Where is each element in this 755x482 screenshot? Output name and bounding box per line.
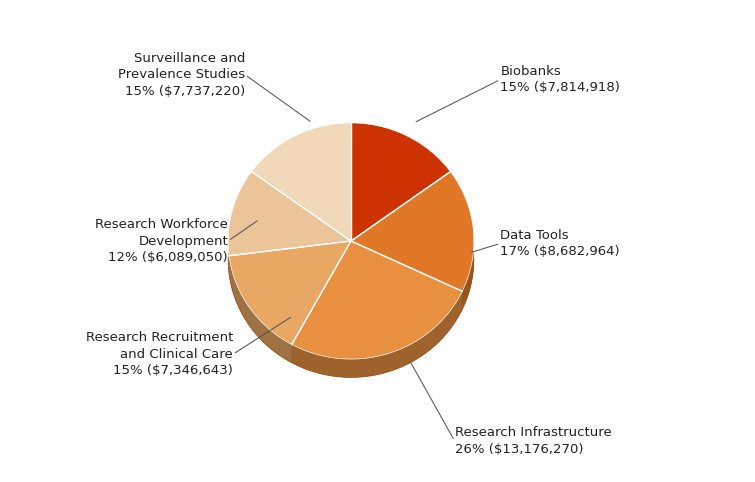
Polygon shape [351, 241, 462, 309]
Polygon shape [291, 241, 351, 363]
Polygon shape [351, 241, 462, 309]
Polygon shape [291, 241, 351, 363]
Polygon shape [291, 291, 462, 377]
Polygon shape [291, 241, 462, 359]
Polygon shape [251, 123, 351, 241]
Polygon shape [351, 172, 474, 291]
Text: Biobanks
15% ($7,814,918): Biobanks 15% ($7,814,918) [501, 65, 621, 94]
Polygon shape [229, 256, 291, 363]
Polygon shape [228, 241, 229, 274]
Polygon shape [462, 242, 474, 309]
Polygon shape [229, 241, 351, 274]
Text: Research Recruitment
and Clinical Care
15% ($7,346,643): Research Recruitment and Clinical Care 1… [85, 331, 233, 377]
Polygon shape [229, 241, 351, 345]
Polygon shape [351, 123, 451, 241]
Polygon shape [229, 241, 351, 274]
Text: Research Infrastructure
26% ($13,176,270): Research Infrastructure 26% ($13,176,270… [455, 426, 612, 456]
Text: Surveillance and
Prevalence Studies
15% ($7,737,220): Surveillance and Prevalence Studies 15% … [118, 52, 245, 98]
Polygon shape [228, 172, 351, 256]
Text: Research Workforce
Development
12% ($6,089,050): Research Workforce Development 12% ($6,0… [95, 218, 228, 264]
Ellipse shape [228, 141, 474, 377]
Text: Data Tools
17% ($8,682,964): Data Tools 17% ($8,682,964) [501, 228, 620, 258]
